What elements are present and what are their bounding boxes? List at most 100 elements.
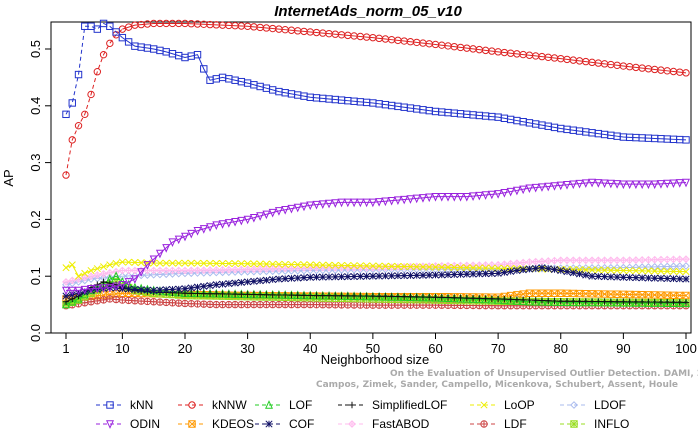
data-point	[168, 285, 177, 293]
data-point	[682, 298, 690, 308]
data-point	[80, 273, 89, 282]
data-point	[93, 25, 102, 33]
data-point	[588, 297, 597, 307]
data-point	[507, 267, 515, 276]
data-point	[93, 68, 102, 76]
data-point	[644, 263, 653, 271]
data-point	[550, 266, 559, 274]
data-point	[550, 182, 559, 191]
data-point	[657, 262, 665, 271]
data-point	[607, 266, 615, 274]
data-point	[337, 198, 346, 208]
data-point	[331, 261, 339, 269]
data-point	[199, 266, 208, 275]
data-point	[600, 263, 609, 272]
data-point	[481, 294, 490, 304]
data-point	[281, 206, 290, 215]
data-point	[650, 180, 659, 190]
data-point	[581, 256, 590, 265]
data-point	[68, 261, 76, 269]
data-point	[312, 261, 321, 269]
data-point	[457, 294, 464, 302]
data-point	[281, 291, 289, 299]
data-point	[519, 296, 527, 304]
data-point	[645, 298, 652, 306]
data-point	[87, 272, 95, 281]
data-point	[300, 274, 308, 282]
legend-item-SimplifiedLOF: SimplifiedLOF	[338, 398, 447, 412]
data-point	[575, 179, 584, 189]
data-point	[124, 296, 133, 305]
data-point	[482, 295, 489, 302]
legend-swatch-marker	[570, 401, 578, 409]
legend-item-FastABOD: FastABOD	[338, 417, 430, 431]
data-point	[243, 300, 252, 309]
data-point	[481, 261, 490, 269]
data-point	[249, 265, 258, 274]
data-point	[74, 70, 83, 79]
data-point	[193, 259, 202, 267]
legend-item-KDEOS: KDEOS	[178, 417, 254, 431]
data-point	[68, 286, 77, 296]
data-point	[581, 179, 590, 188]
data-point	[657, 267, 665, 275]
data-point	[387, 196, 396, 206]
data-point	[269, 260, 277, 268]
data-point	[500, 189, 509, 198]
data-point	[381, 272, 389, 280]
data-point	[68, 296, 77, 306]
data-point	[212, 221, 221, 230]
x-tick-label: 50	[366, 341, 380, 356]
data-point	[369, 292, 377, 300]
data-point	[350, 272, 358, 281]
data-point	[168, 238, 177, 248]
data-point	[74, 272, 83, 280]
data-point	[682, 136, 690, 144]
data-point	[206, 259, 214, 267]
data-point	[463, 264, 471, 272]
data-point	[187, 284, 195, 292]
data-point	[601, 266, 609, 274]
y-tick-label: 0.2	[28, 210, 43, 228]
data-point	[431, 192, 440, 202]
data-point	[137, 268, 146, 277]
data-point	[676, 267, 684, 276]
data-point	[325, 273, 333, 281]
credit-line-2: Campos, Zimek, Sander, Campello, Micenko…	[316, 380, 678, 390]
data-point	[62, 264, 70, 272]
data-point	[237, 278, 245, 287]
legend-swatch-marker	[265, 420, 273, 428]
data-point	[631, 256, 640, 264]
data-point	[100, 263, 108, 271]
data-point	[124, 278, 133, 287]
x-tick-label: 80	[554, 341, 568, 356]
data-point	[557, 266, 565, 275]
data-point	[682, 268, 690, 276]
data-point	[149, 255, 158, 265]
data-point	[155, 249, 164, 259]
data-point	[550, 256, 559, 265]
data-point	[406, 271, 414, 280]
data-point	[213, 290, 220, 298]
data-point	[281, 264, 290, 273]
data-point	[651, 298, 658, 306]
legend-swatch-marker	[106, 401, 114, 409]
legend-item-INFLO: INFLO	[560, 417, 629, 431]
data-point	[319, 292, 326, 299]
data-point	[288, 291, 295, 299]
data-point	[363, 272, 371, 280]
legend-label: kNN	[130, 398, 153, 412]
data-point	[588, 272, 596, 280]
data-point	[269, 276, 277, 284]
legend-swatch-marker	[265, 400, 273, 409]
data-point	[130, 275, 139, 284]
data-point	[306, 261, 314, 269]
data-point	[682, 275, 690, 283]
data-point	[256, 212, 265, 221]
data-point	[413, 293, 420, 301]
series-line-dashed	[65, 28, 123, 176]
series-kNNW	[62, 19, 690, 179]
data-point	[525, 296, 534, 306]
data-point	[413, 263, 421, 271]
data-point	[638, 180, 647, 190]
